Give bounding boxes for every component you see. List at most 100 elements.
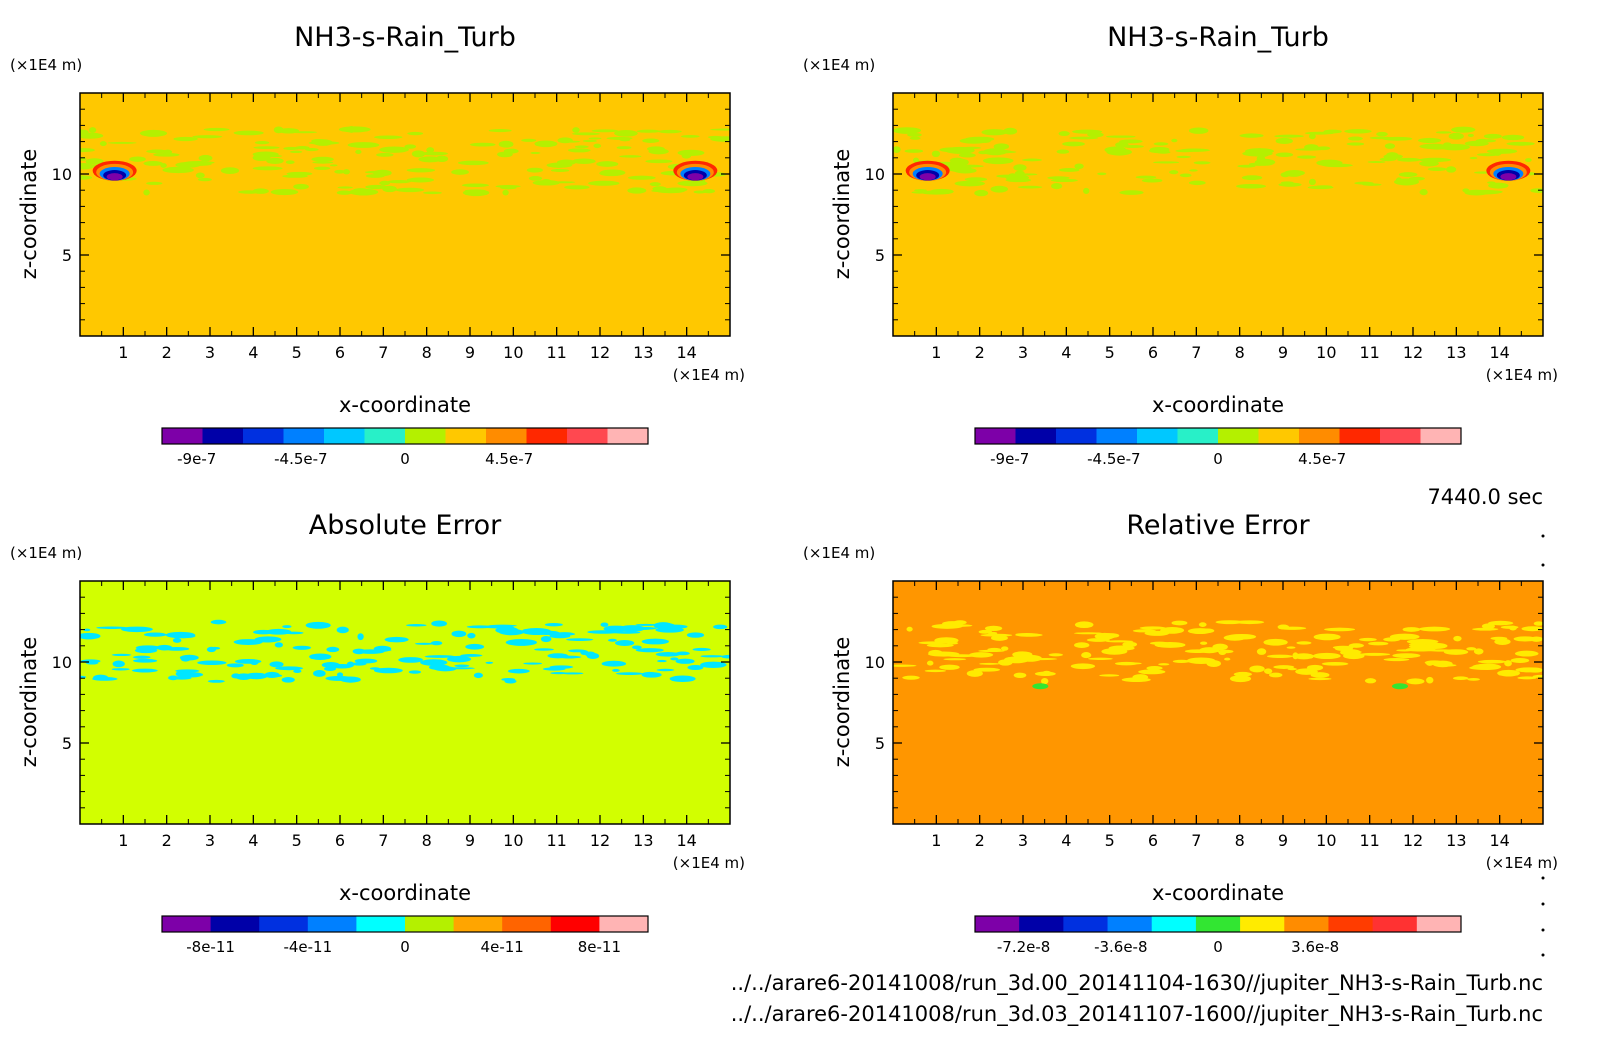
field-patch (1069, 136, 1099, 140)
field-patch (107, 141, 137, 144)
field-patch (612, 631, 641, 634)
panel-top-right: NH3-s-Rain_Turb (×1E4 m) 1 2 3 4 5 6 7 8 9 10 11 12… (803, 22, 1558, 468)
field-patch (893, 146, 901, 154)
field-patch (1224, 657, 1231, 661)
panel-title: NH3-s-Rain_Turb (294, 22, 516, 53)
field-patch (1296, 641, 1312, 645)
field-patch (311, 156, 334, 162)
colorbar-tick-label: -9e-7 (990, 450, 1029, 468)
field-blob (687, 173, 704, 181)
field-patch (1266, 654, 1293, 658)
field-patch (171, 633, 196, 639)
field-patch (1097, 172, 1107, 176)
field-patch (1472, 627, 1499, 631)
field-patch (530, 151, 541, 155)
field-patch (451, 630, 467, 638)
x-tick-label: 6 (1148, 343, 1158, 362)
field-patch (1256, 155, 1266, 163)
panel-title: Relative Error (1126, 510, 1310, 541)
field-patch (1074, 163, 1084, 170)
colorbar-tick-label: 8e-11 (578, 938, 621, 956)
field-patch (497, 151, 513, 158)
x-tick-label: 7 (1191, 831, 1201, 850)
field-patch (278, 128, 300, 134)
field-patch (1263, 668, 1273, 674)
field-patch (1521, 626, 1543, 632)
x-tick-label: 13 (1446, 343, 1466, 362)
field-patch (1530, 188, 1543, 193)
field-patch (203, 127, 230, 132)
x-tick-label: 4 (248, 831, 258, 850)
field-patch (1293, 653, 1314, 660)
field-patch (143, 161, 163, 166)
field-patch (379, 180, 391, 186)
field-patch (162, 166, 194, 174)
field-patch (574, 145, 589, 149)
x-tick-label: 9 (1278, 343, 1288, 362)
panel-title: NH3-s-Rain_Turb (1107, 22, 1329, 53)
field-patch (1278, 626, 1307, 630)
field-patch (641, 638, 669, 645)
field-patch (83, 628, 91, 632)
x-tick-label: 3 (1018, 343, 1028, 362)
field-patch (1083, 187, 1090, 194)
field-patch (414, 642, 434, 645)
y-axis-label: z-coordinate (17, 149, 41, 280)
field-patch (601, 660, 627, 667)
field-patch (1081, 652, 1092, 659)
field-patch (1099, 674, 1120, 677)
field-patch (702, 189, 716, 194)
x-tick-label: 1 (931, 343, 941, 362)
field-patch (1467, 133, 1474, 137)
field-patch (1212, 643, 1228, 651)
field-patch (1368, 641, 1389, 646)
field-patch (488, 129, 512, 133)
field-patch (254, 141, 270, 145)
panel-bottom-right: Relative Error (×1E4 m) 1 2 3 4 5 6 7 8 9 10 11 12 1… (803, 510, 1558, 956)
field-patch (943, 658, 967, 661)
field-patch (1395, 177, 1403, 184)
field-patch (355, 149, 362, 155)
field-patch (133, 655, 151, 659)
field-patch (1074, 632, 1103, 635)
field-patch (1533, 621, 1543, 626)
field-patch (226, 663, 244, 668)
field-patch (953, 620, 967, 625)
field-patch (309, 653, 332, 661)
x-unit-label: (×1E4 m) (673, 366, 745, 384)
y-tick-label: 5 (62, 734, 72, 753)
field-patch (373, 667, 403, 674)
field-patch (1477, 659, 1507, 664)
x-axis-label: x-coordinate (339, 881, 471, 905)
x-tick-label: 4 (1061, 343, 1071, 362)
field-patch (591, 129, 619, 133)
field-patch (1292, 652, 1299, 660)
colorbar-segment (405, 916, 455, 932)
field-patch (540, 635, 552, 643)
field-patch (1419, 189, 1428, 196)
field-patch (1229, 675, 1252, 683)
heatmap-area (893, 581, 1543, 824)
field-patch (931, 623, 963, 629)
colorbar-segment (975, 428, 1016, 444)
field-patch (542, 667, 566, 671)
field-patch (677, 180, 708, 187)
field-patch (1056, 149, 1070, 154)
field-patch (121, 626, 153, 633)
colorbar-tick-label: -9e-7 (177, 450, 216, 468)
field-patch (340, 676, 361, 683)
colorbar-segment (1284, 916, 1329, 932)
field-patch (275, 666, 304, 671)
field-patch (912, 157, 920, 163)
field-patch (313, 670, 326, 677)
field-patch (179, 654, 199, 661)
field-patch (406, 177, 435, 183)
field-patch (1296, 155, 1317, 159)
field-patch (1359, 637, 1377, 642)
x-tick-label: 5 (1105, 343, 1115, 362)
field-patch (1047, 176, 1070, 180)
field-patch (642, 138, 660, 143)
field-patch (324, 666, 337, 672)
field-patch (485, 661, 494, 664)
x-tick-label: 11 (1359, 831, 1379, 850)
